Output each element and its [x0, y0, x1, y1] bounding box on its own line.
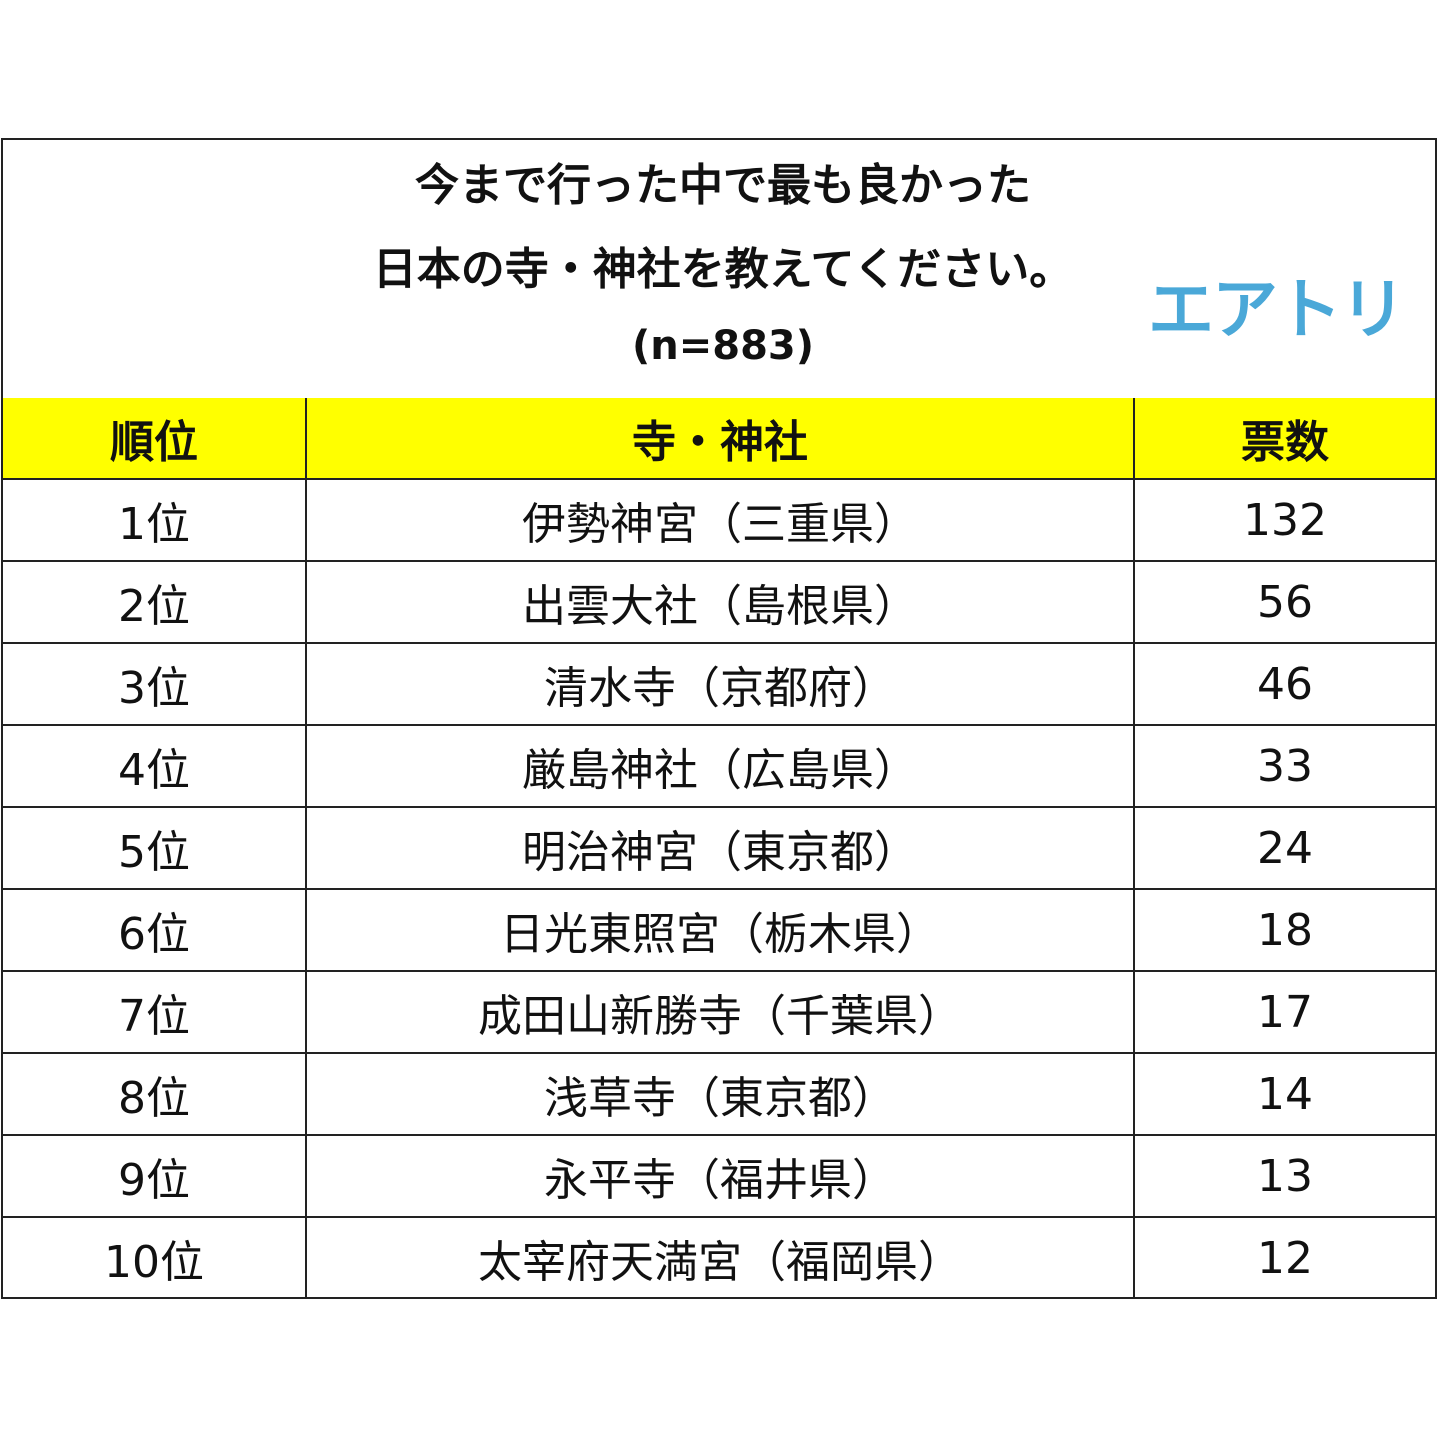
votes-cell: 24 [1133, 806, 1435, 890]
table-header-row: 順位 寺・神社 票数 [3, 398, 1435, 480]
header-votes: 票数 [1133, 398, 1435, 480]
ranking-table: 順位 寺・神社 票数 1位 伊勢神宮（三重県） 132 2位 出雲大社（島根県）… [3, 398, 1435, 1298]
place-cell: 厳島神社（広島県） [305, 724, 1135, 808]
sample-size-label: (n=883) [631, 323, 815, 369]
rank-cell: 4位 [3, 724, 307, 808]
votes-cell: 13 [1133, 1134, 1435, 1218]
table-row: 9位 永平寺（福井県） 13 [3, 1134, 1435, 1218]
rank-cell: 8位 [3, 1052, 307, 1136]
header-shrine-temple: 寺・神社 [305, 398, 1135, 480]
rank-cell: 6位 [3, 888, 307, 972]
rank-cell: 1位 [3, 478, 307, 562]
place-cell: 伊勢神宮（三重県） [305, 478, 1135, 562]
rank-cell: 10位 [3, 1216, 307, 1298]
table-row: 2位 出雲大社（島根県） 56 [3, 560, 1435, 644]
chart-title-line-2: 日本の寺・神社を教えてください。 [372, 244, 1074, 295]
place-cell: 明治神宮（東京都） [305, 806, 1135, 890]
place-cell: 永平寺（福井県） [305, 1134, 1135, 1218]
chart-title-line-1: 今まで行った中で最も良かった [415, 160, 1031, 211]
rank-cell: 7位 [3, 970, 307, 1054]
table-row: 6位 日光東照宮（栃木県） 18 [3, 888, 1435, 972]
table-row: 1位 伊勢神宮（三重県） 132 [3, 478, 1435, 562]
table-row: 3位 清水寺（京都府） 46 [3, 642, 1435, 726]
place-cell: 成田山新勝寺（千葉県） [305, 970, 1135, 1054]
votes-cell: 56 [1133, 560, 1435, 644]
table-row: 4位 厳島神社（広島県） 33 [3, 724, 1435, 808]
table-row: 10位 太宰府天満宮（福岡県） 12 [3, 1216, 1435, 1298]
table-row: 7位 成田山新勝寺（千葉県） 17 [3, 970, 1435, 1054]
place-cell: 清水寺（京都府） [305, 642, 1135, 726]
rank-cell: 2位 [3, 560, 307, 644]
rank-cell: 5位 [3, 806, 307, 890]
rank-cell: 9位 [3, 1134, 307, 1218]
place-cell: 日光東照宮（栃木県） [305, 888, 1135, 972]
place-cell: 出雲大社（島根県） [305, 560, 1135, 644]
votes-cell: 33 [1133, 724, 1435, 808]
votes-cell: 46 [1133, 642, 1435, 726]
place-cell: 浅草寺（東京都） [305, 1052, 1135, 1136]
votes-cell: 14 [1133, 1052, 1435, 1136]
rank-cell: 3位 [3, 642, 307, 726]
airtrip-logo: エアトリ [1148, 271, 1406, 348]
table-row: 5位 明治神宮（東京都） 24 [3, 806, 1435, 890]
votes-cell: 17 [1133, 970, 1435, 1054]
place-cell: 太宰府天満宮（福岡県） [305, 1216, 1135, 1298]
title-block: 今まで行った中で最も良かった 日本の寺・神社を教えてください。 (n=883) … [3, 140, 1435, 400]
table-row: 8位 浅草寺（東京都） 14 [3, 1052, 1435, 1136]
votes-cell: 12 [1133, 1216, 1435, 1298]
votes-cell: 132 [1133, 478, 1435, 562]
header-rank: 順位 [3, 398, 307, 480]
ranking-table-frame: 今まで行った中で最も良かった 日本の寺・神社を教えてください。 (n=883) … [1, 138, 1437, 1299]
votes-cell: 18 [1133, 888, 1435, 972]
